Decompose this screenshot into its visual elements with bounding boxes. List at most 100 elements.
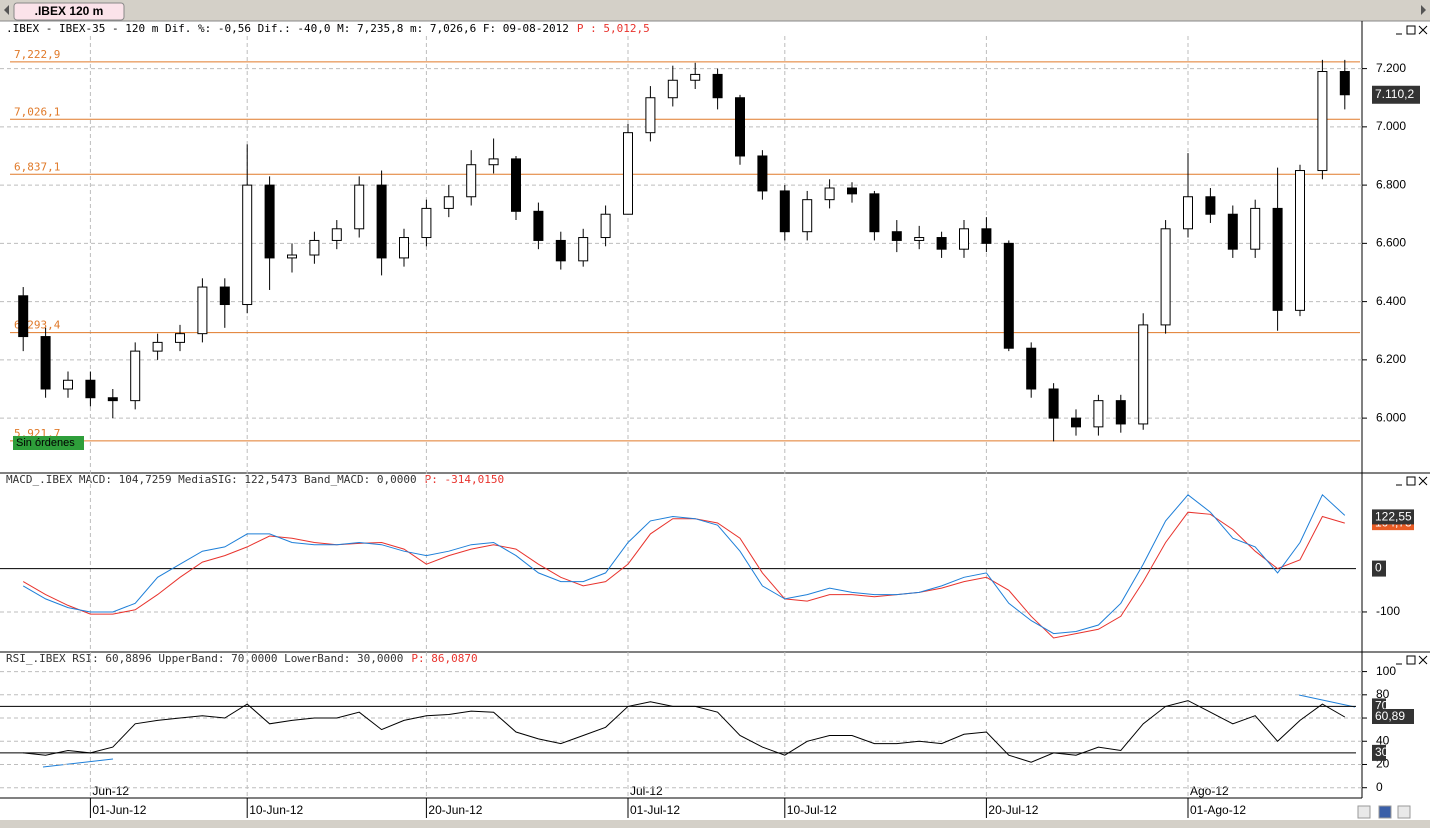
- candle-body: [1183, 196, 1193, 230]
- candle-body: [779, 190, 790, 233]
- candle-body: [354, 184, 365, 230]
- candle-body: [1115, 400, 1126, 425]
- candle-body: [914, 237, 925, 241]
- x-tick-label: 20-Jul-12: [988, 803, 1038, 817]
- candle-body: [511, 158, 521, 212]
- candle-body: [1339, 71, 1350, 96]
- x-tick-label: 10-Jul-12: [787, 803, 837, 817]
- candle-body: [757, 155, 768, 192]
- candle-body: [1227, 213, 1238, 250]
- candle-body: [847, 187, 857, 195]
- x-tick-label: 01-Jul-12: [630, 803, 680, 817]
- candle-body: [645, 97, 656, 134]
- candle-body: [936, 237, 947, 250]
- month-label: Jul-12: [630, 784, 663, 798]
- candle-body: [197, 286, 208, 335]
- y-tick-label: 0: [1376, 780, 1383, 794]
- level-label: 7,222,9: [14, 48, 60, 61]
- value-box: [1372, 708, 1414, 724]
- y-tick-label: 6.400: [1376, 294, 1406, 308]
- band-box: [1372, 744, 1386, 761]
- candle-body: [130, 350, 141, 402]
- last-price-label: 7.110,2: [1375, 87, 1414, 101]
- y-tick-label: 6.800: [1376, 177, 1406, 191]
- candle-body: [578, 237, 589, 262]
- tab-label[interactable]: .IBEX 120 m: [35, 4, 104, 18]
- candle-body: [690, 73, 701, 81]
- value-label: 122,55: [1375, 510, 1412, 524]
- trend-line: [1298, 694, 1356, 708]
- candle-body: [85, 379, 96, 399]
- candle-body: [735, 97, 745, 157]
- candle-body: [1138, 324, 1149, 425]
- panel-header: RSI_.IBEX RSI: 60,8896 UpperBand: 70,000…: [6, 652, 478, 665]
- candle-body: [175, 333, 185, 343]
- candle-body: [63, 379, 73, 390]
- candle-body: [466, 164, 477, 198]
- candle-body: [107, 397, 118, 402]
- level-label: 6,837,1: [14, 160, 60, 173]
- tab-scroll-left[interactable]: [4, 5, 9, 15]
- y-tick-label: 6.200: [1376, 352, 1406, 366]
- header-p: P : 5,012,5: [577, 22, 650, 35]
- y-tick-label: 80: [1376, 687, 1390, 701]
- candle-body: [891, 231, 902, 241]
- candle-body: [1205, 196, 1216, 215]
- y-tick-label: 40: [1376, 733, 1390, 747]
- candle-body: [399, 237, 409, 259]
- toolbar-icons[interactable]: [1357, 805, 1411, 819]
- candle-body: [1093, 400, 1104, 428]
- x-tick-label: 01-Ago-12: [1190, 803, 1246, 817]
- candle-body: [40, 336, 51, 390]
- candle-body: [1160, 228, 1171, 326]
- y-tick-label: 6.600: [1376, 236, 1406, 250]
- candle-body: [959, 228, 969, 250]
- candle-body: [264, 184, 275, 259]
- candle-body: [1317, 71, 1328, 172]
- series-line: [22, 493, 1346, 635]
- candle-body: [1003, 242, 1014, 349]
- header-p: P: -314,0150: [425, 473, 504, 486]
- month-label: Ago-12: [1190, 784, 1229, 798]
- value-label: 60,89: [1375, 709, 1405, 723]
- candle-body: [443, 196, 454, 209]
- status-text: Sin órdenes: [16, 437, 75, 449]
- panel-buttons[interactable]: [1396, 25, 1428, 665]
- value-box: [1372, 509, 1414, 525]
- candle-body: [219, 286, 230, 306]
- candle-body: [331, 228, 342, 241]
- candle-body: [981, 228, 992, 244]
- candle-body: [555, 239, 566, 262]
- level-label: 7,026,1: [14, 105, 60, 118]
- header-text: RSI_.IBEX RSI: 60,8896 UpperBand: 70,000…: [6, 652, 403, 665]
- candle-body: [1071, 417, 1081, 428]
- x-tick-label: 10-Jun-12: [249, 803, 303, 817]
- candle-body: [376, 184, 387, 259]
- trend-line: [42, 758, 114, 768]
- y-tick-label: 100: [1376, 664, 1396, 678]
- y-tick-label: 7.000: [1376, 119, 1406, 133]
- y-tick-label: -100: [1376, 604, 1400, 618]
- header-text: MACD_.IBEX MACD: 104,7259 MediaSIG: 122,…: [6, 473, 417, 486]
- x-tick-label: 20-Jun-12: [428, 803, 482, 817]
- candle-body: [1026, 347, 1037, 390]
- y-tick-label: 7.200: [1376, 61, 1406, 75]
- y-tick-label: 6.000: [1376, 410, 1406, 424]
- candle-body: [712, 73, 723, 99]
- series-line: [23, 700, 1346, 763]
- status-badge: [13, 436, 84, 450]
- candle-body: [421, 207, 432, 239]
- status-strip: [0, 820, 1430, 828]
- last-price-box: [1372, 85, 1420, 104]
- series-line: [22, 511, 1345, 639]
- candle-body: [802, 199, 813, 233]
- candle-body: [623, 132, 633, 215]
- tab-scroll-right[interactable]: [1421, 5, 1426, 15]
- candle-body: [1272, 207, 1283, 311]
- header-text: .IBEX - IBEX-35 - 120 m Dif. %: -0,56 Di…: [6, 22, 569, 35]
- panel-header: .IBEX - IBEX-35 - 120 m Dif. %: -0,56 Di…: [6, 22, 650, 35]
- tab[interactable]: [13, 2, 125, 21]
- candle-body: [287, 254, 297, 259]
